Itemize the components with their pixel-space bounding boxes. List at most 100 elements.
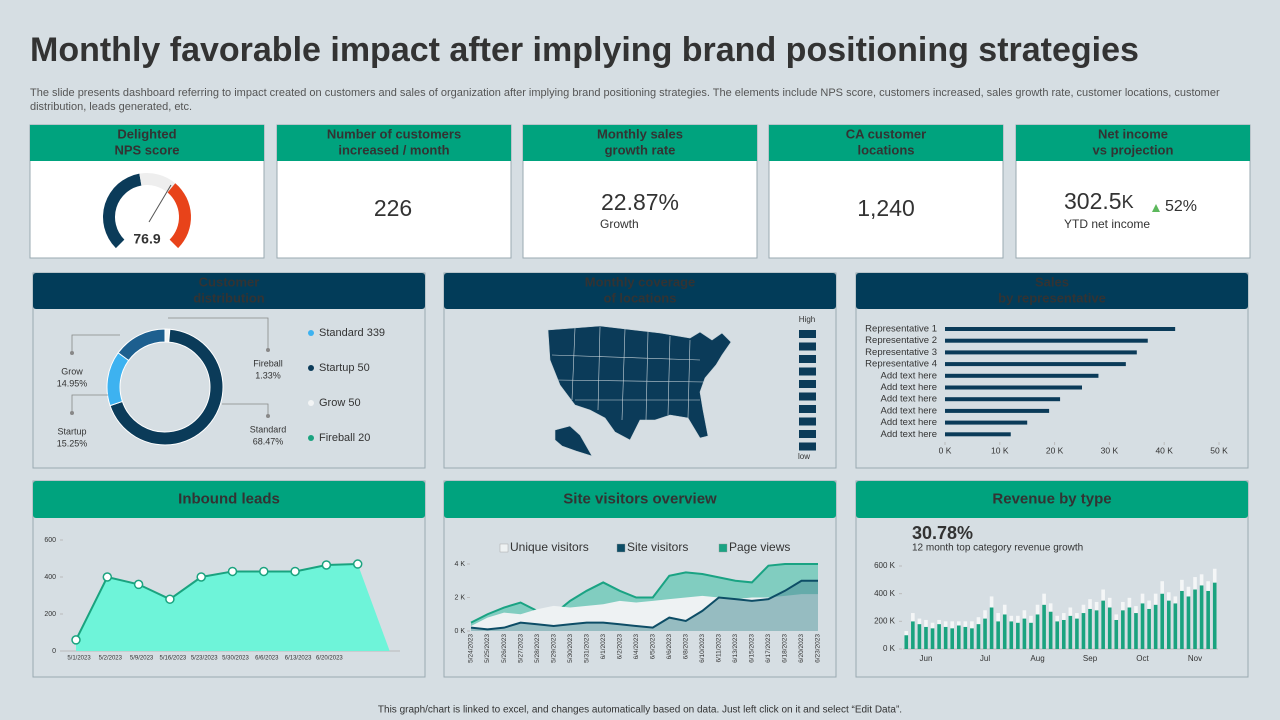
bar-segment: [970, 621, 974, 629]
bar-segment: [1127, 607, 1132, 649]
legend-marker: [308, 330, 314, 336]
bar-segment: [1042, 604, 1046, 649]
map-legend-swatch: [799, 442, 816, 451]
bar: [945, 432, 1011, 437]
map-legend-swatch: [799, 392, 816, 401]
bar-segment: [1121, 610, 1125, 649]
legend-label: Standard 339: [319, 327, 385, 339]
slice-value-label: 1.33%: [255, 370, 281, 380]
panel-header-text: Monthly coverage: [585, 274, 696, 289]
panel-header-text: of locations: [604, 290, 677, 305]
panel-header-text: by representative: [998, 290, 1106, 305]
x-tick-label: 6/4/2023: [633, 634, 640, 660]
x-tick-label: 6/8/2023: [683, 634, 690, 660]
bar-segment: [924, 619, 928, 627]
y-tick-label: 600: [44, 537, 56, 544]
legend-swatch: [718, 543, 728, 553]
leader-dot: [70, 351, 74, 355]
slice-label: Standard: [250, 424, 287, 434]
panel-header-text: Site visitors overview: [563, 490, 717, 507]
bar-segment: [1107, 597, 1112, 608]
bar-segment: [1153, 593, 1158, 605]
headline: 30.78%: [912, 523, 973, 543]
x-tick-label: 6/18/2023: [782, 634, 789, 663]
x-tick-label: 6/5/2023: [649, 634, 656, 660]
bar-segment: [956, 621, 961, 626]
panel-header: [856, 481, 1248, 518]
bar-segment: [1212, 568, 1217, 583]
map-legend-swatch: [799, 430, 816, 438]
area-fill: [471, 580, 818, 631]
map-legend-swatch: [799, 330, 816, 338]
category-label: Add text here: [880, 405, 937, 416]
x-tick-label: 10 K: [991, 445, 1009, 455]
bar-segment: [963, 621, 968, 627]
kpi-header-text: Number of customers: [327, 126, 461, 141]
legend-marker: [308, 365, 314, 371]
kpi-header: [277, 125, 511, 161]
donut-slice: [117, 328, 166, 362]
line: [75, 563, 358, 641]
bar-segment: [904, 635, 909, 649]
legend-label: Site visitors: [627, 540, 688, 554]
x-tick-label: 6/17/2023: [765, 634, 772, 663]
title: Monthly favorable impact after implying …: [30, 31, 1139, 69]
bar-segment: [1002, 614, 1007, 649]
map-shape: [547, 325, 732, 441]
y-tick-label: 200 K: [874, 616, 896, 625]
area-fill: [76, 564, 390, 651]
bar-segment: [983, 618, 987, 649]
bar-segment: [1061, 613, 1066, 620]
legend-label: Fireball 20: [319, 432, 370, 444]
bar-segment: [1002, 604, 1007, 615]
bar-segment: [1206, 590, 1210, 649]
bar-segment: [976, 624, 981, 649]
x-tick-label: 50 K: [1210, 445, 1228, 455]
kpi-header-text: Delighted: [117, 126, 176, 141]
panel-header: [33, 481, 425, 518]
leader-line: [71, 334, 120, 353]
bar-segment: [911, 621, 915, 649]
slice-value-label: 15.25%: [57, 438, 88, 448]
kpi-value: 76.9: [133, 231, 160, 247]
bar-segment: [1081, 604, 1086, 614]
x-tick-label: 5/2/2023: [99, 656, 123, 662]
bar-segment: [1022, 618, 1027, 649]
map-legend-swatch: [799, 380, 816, 388]
legend-label: Page views: [729, 540, 790, 554]
category-label: Add text here: [880, 394, 937, 405]
kpi-note: YTD net income: [1064, 217, 1150, 231]
slice-label: Fireball: [253, 358, 283, 368]
x-tick-label: 5/26/2023: [501, 634, 508, 663]
y-tick-label: 0 K: [454, 628, 465, 635]
bar-segment: [1029, 615, 1033, 623]
legend-marker: [308, 435, 314, 441]
map-state-lines: [551, 326, 706, 421]
kpi-value: 226: [374, 195, 412, 221]
slice-value-label: 14.95%: [57, 378, 88, 388]
legend-swatch: [499, 543, 509, 553]
kpi-value: 1,240: [857, 195, 915, 221]
x-tick-label: 5/30/2023: [222, 656, 249, 662]
x-tick-label: 6/11/2023: [716, 634, 723, 663]
map-legend-swatch: [799, 355, 816, 363]
point: [102, 572, 113, 582]
x-tick-label: 6/1/2023: [600, 634, 607, 660]
panel-header: [444, 273, 836, 309]
kpi-header-text: CA customer: [846, 126, 926, 141]
bar-segment: [1140, 593, 1145, 604]
bar-segment: [943, 626, 948, 649]
bar-segment: [1147, 600, 1151, 609]
x-tick-label: 6/10/2023: [699, 634, 706, 663]
x-tick-label: 20 K: [1046, 445, 1064, 455]
bar-segment: [1180, 579, 1184, 591]
bar-segment: [1114, 614, 1119, 620]
kpi-header: [523, 125, 757, 161]
map-legend-label: High: [799, 315, 815, 324]
kpi-header: [30, 125, 264, 161]
panel-header: [856, 273, 1248, 309]
point: [259, 566, 269, 577]
legend-label: Startup 50: [319, 362, 370, 374]
bar-segment: [1166, 600, 1171, 649]
